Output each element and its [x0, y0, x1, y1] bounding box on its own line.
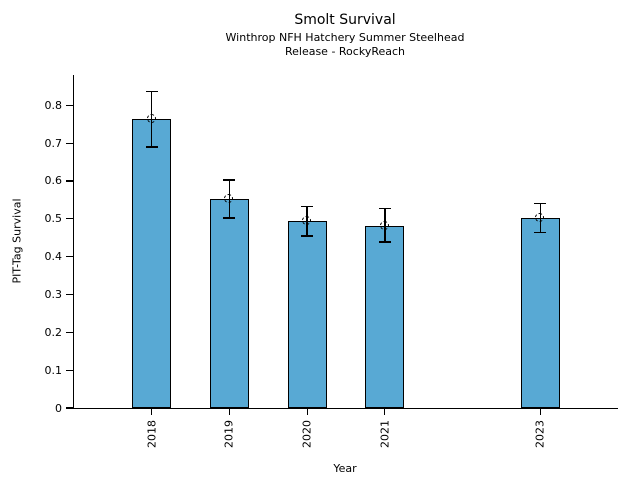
- mean-marker: [224, 194, 234, 204]
- y-tick-mark: [66, 369, 73, 371]
- y-tick-label: 0.5: [44, 212, 63, 226]
- y-tick-label: 0: [55, 401, 62, 415]
- mean-marker: [146, 114, 156, 124]
- bar: [520, 218, 560, 408]
- x-tick-mark: [539, 408, 541, 415]
- y-tick-label: 0.8: [44, 98, 63, 112]
- y-tick-label: 0.1: [44, 363, 63, 377]
- x-tick-label: 2018: [145, 420, 159, 448]
- y-tick-mark: [66, 180, 73, 182]
- x-tick-mark: [384, 408, 386, 415]
- error-bar-cap-top: [534, 202, 547, 205]
- chart-subtitle-line1: Winthrop NFH Hatchery Summer Steelhead: [225, 31, 465, 44]
- bar: [210, 199, 249, 408]
- mean-marker: [379, 220, 389, 230]
- error-bar-cap-bottom: [378, 241, 391, 243]
- mean-marker: [302, 216, 312, 226]
- error-bar-cap-bottom: [301, 235, 314, 237]
- y-axis-label: PIT-Tag Survival: [10, 198, 24, 284]
- bar: [132, 119, 172, 408]
- error-bar-cap-top: [301, 205, 314, 208]
- y-tick-mark: [66, 218, 73, 220]
- y-tick-mark: [66, 407, 73, 409]
- error-bar-cap-bottom: [145, 146, 158, 148]
- error-bar-cap-bottom: [223, 217, 236, 219]
- y-tick-mark: [66, 256, 73, 258]
- x-tick-label: 2021: [378, 420, 392, 448]
- y-tick-mark: [66, 104, 73, 106]
- y-tick-mark: [66, 293, 73, 296]
- y-tick-label: 0.7: [44, 136, 63, 150]
- y-tick-label: 0.2: [44, 325, 63, 339]
- x-tick-label: 2023: [533, 420, 547, 448]
- x-tick-mark: [306, 408, 308, 415]
- chart-subtitle-line2: Release - RockyReach: [284, 45, 406, 58]
- y-tick-label: 0.6: [44, 174, 63, 188]
- error-bar-cap-top: [378, 207, 391, 210]
- mean-marker: [535, 213, 545, 223]
- y-tick-mark: [66, 142, 73, 144]
- error-bar-cap-top: [223, 179, 236, 181]
- plot-area: 0 0.1 0.2 0.3 0.4 0.5 0.6 0.7 0.8 2018 2019 2020 202…: [45, 75, 618, 448]
- x-tick-label: 2019: [222, 420, 236, 448]
- x-axis-label: Year: [333, 462, 357, 475]
- y-tick-mark: [66, 331, 73, 333]
- error-bar-cap-bottom: [534, 231, 547, 234]
- x-tick-label: 2020: [300, 420, 314, 448]
- bar: [365, 225, 405, 408]
- x-tick-mark: [228, 408, 231, 415]
- y-tick-label: 0.3: [44, 287, 63, 301]
- chart-title: Smolt Survival: [294, 12, 396, 28]
- bar: [287, 221, 327, 408]
- x-tick-mark: [151, 408, 153, 415]
- error-bar-cap-top: [145, 90, 158, 93]
- y-tick-label: 0.4: [44, 250, 63, 264]
